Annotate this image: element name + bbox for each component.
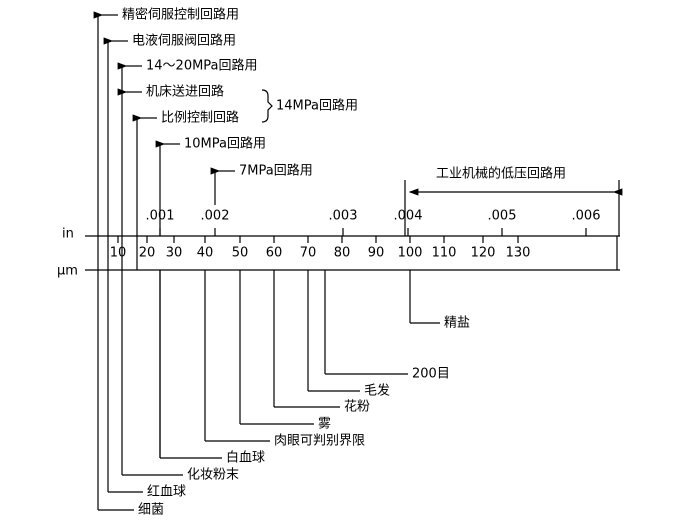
top-label: 机床送进回路 — [146, 84, 224, 100]
um-tick-label: 40 — [197, 246, 214, 261]
bottom-label: 白血球 — [226, 450, 265, 466]
bottom-label: 细菌 — [138, 503, 164, 518]
um-tick-label: 100 — [398, 246, 423, 261]
bottom-label: 精盐 — [444, 316, 470, 331]
bottom-label: 化妆粉末 — [187, 468, 239, 483]
um-tick-label: 90 — [368, 246, 385, 261]
bottom-label: 毛发 — [364, 383, 390, 399]
in-axis-label: in — [62, 227, 74, 242]
um-tick-label: 30 — [166, 246, 183, 261]
top-label: 精密伺服控制回路用 — [122, 7, 239, 23]
in-tick-label: .006 — [572, 209, 601, 224]
top-label: 7MPa回路用 — [239, 163, 313, 179]
brace — [261, 89, 273, 123]
in-tick-label: .002 — [201, 209, 230, 224]
um-tick-label: 20 — [139, 246, 156, 261]
um-tick-label: 110 — [432, 246, 457, 261]
bottom-label: 雾 — [318, 417, 331, 432]
bottom-label: 肉眼可判别界限 — [274, 434, 365, 449]
bottom-label: 200目 — [412, 367, 450, 382]
in-tick-label: .004 — [394, 209, 423, 224]
um-tick-label: 130 — [506, 246, 531, 261]
in-tick-label: .003 — [329, 209, 358, 224]
um-tick-label: 120 — [471, 246, 496, 261]
um-tick-label: 70 — [300, 246, 317, 261]
in-tick-label: .005 — [488, 209, 517, 224]
range-label: 工业机械的低压回路用 — [436, 166, 566, 182]
bottom-label: 红血球 — [147, 484, 186, 500]
bottom-label: 花粉 — [344, 399, 370, 415]
top-label: 10MPa回路用 — [184, 136, 266, 152]
um-tick-label: 60 — [266, 246, 283, 261]
top-label: 比例控制回路 — [161, 110, 239, 126]
um-tick-label: 80 — [334, 246, 351, 261]
um-axis-label: μm — [57, 264, 78, 279]
um-tick-label: 50 — [232, 246, 249, 261]
top-label: 电液伺服阀回路用 — [132, 33, 236, 49]
um-tick-label: 10 — [110, 246, 127, 261]
top-label: 14～20MPa回路用 — [146, 58, 258, 74]
brace-label: 14MPa回路用 — [276, 98, 358, 114]
